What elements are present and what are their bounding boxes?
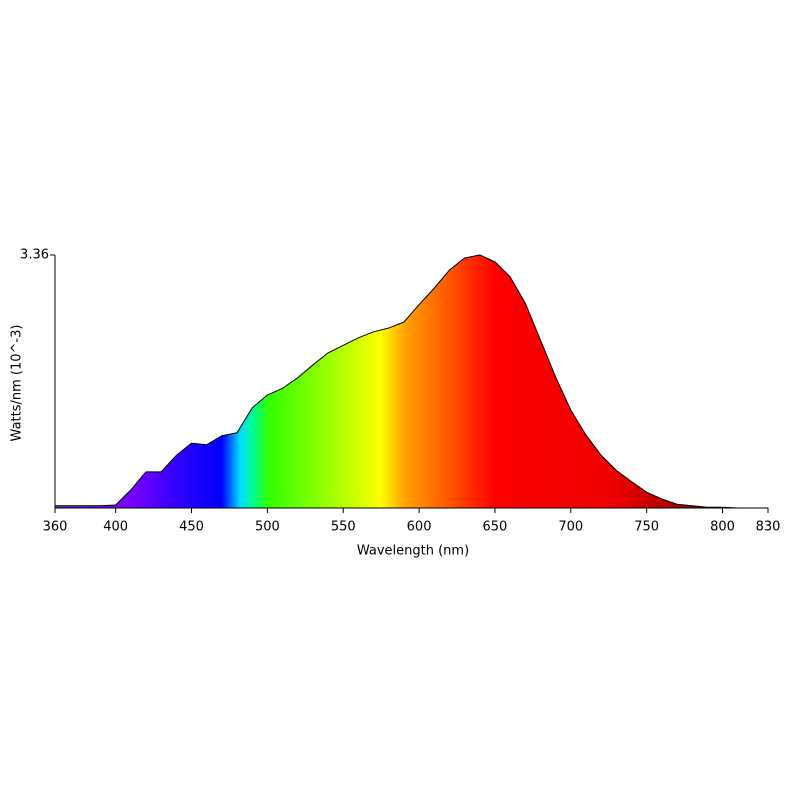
y-axis-label: Watts/nm (10^-3) — [10, 325, 25, 442]
x-tick-label: 450 — [179, 520, 204, 535]
x-tick-label: 650 — [483, 520, 508, 535]
x-tick-label: 500 — [255, 520, 280, 535]
y-tick-label: 3.36 — [20, 248, 49, 263]
x-axis-label: Wavelength (nm) — [357, 544, 469, 559]
x-tick-label: 830 — [756, 520, 781, 535]
x-tick-label: 550 — [331, 520, 356, 535]
x-tick-label: 700 — [558, 520, 583, 535]
spectrum-area — [54, 254, 769, 509]
x-tick-label: 750 — [634, 520, 659, 535]
x-tick-label: 400 — [103, 520, 128, 535]
x-tick-label: 600 — [407, 520, 432, 535]
x-tick-label: 800 — [710, 520, 735, 535]
x-tick-label: 360 — [43, 520, 68, 535]
